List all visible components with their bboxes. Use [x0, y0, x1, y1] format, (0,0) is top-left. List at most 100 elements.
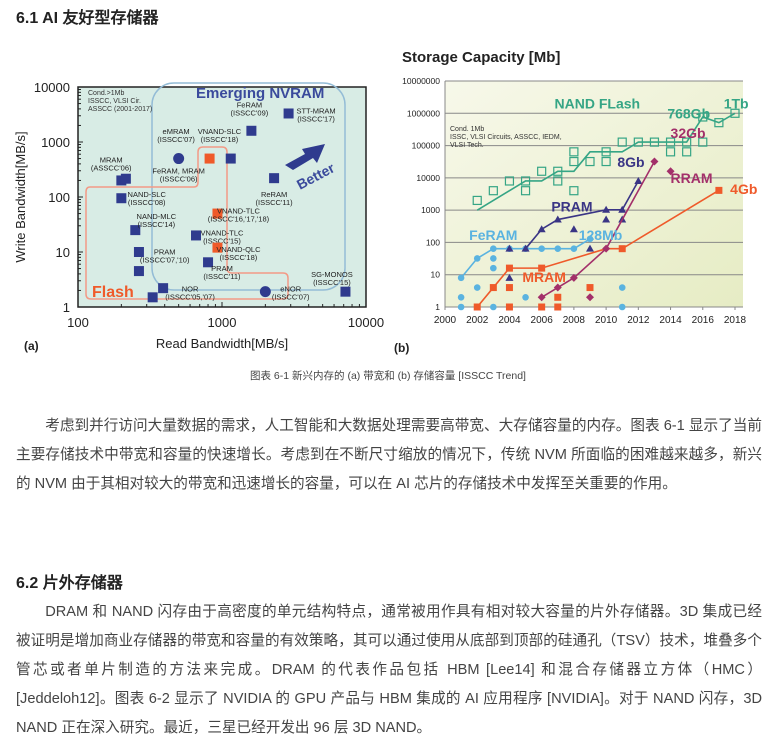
panel-b-label: (b) [394, 341, 409, 355]
data-point [490, 264, 497, 272]
data-point [537, 166, 547, 176]
data-point [204, 153, 215, 164]
data-point [682, 137, 692, 147]
x-tick-label: 2010 [595, 315, 618, 326]
data-point [553, 215, 562, 223]
data-point [650, 157, 659, 166]
x-tick-label: 2008 [563, 315, 586, 326]
data-point [586, 284, 594, 292]
y-tick-label: 100 [426, 237, 440, 247]
figure-caption: 图表 6-1 新兴内存的 (a) 带宽和 (b) 存储容量 [ISSCC Tre… [250, 370, 526, 382]
y-tick-label: 10 [56, 245, 70, 260]
data-point [130, 225, 141, 236]
annotation-label: MRAM [522, 269, 566, 285]
data-point [504, 176, 515, 186]
point-label: eMRAM [163, 127, 190, 136]
data-point [457, 274, 465, 282]
data-point [618, 245, 626, 253]
annotation-label: 8Gb [617, 154, 644, 170]
data-point [618, 205, 627, 213]
point-label: (ISSCC'17) [297, 114, 335, 123]
data-point [586, 244, 594, 252]
chart-b-note: ISSC, VLSI Circuits, ASSCC, IEDM, [450, 134, 562, 141]
point-label: (ASSCC'06) [91, 164, 132, 173]
data-point [283, 108, 294, 119]
data-point [586, 235, 594, 243]
y-axis-title: Write Bandwidth[MB/s] [13, 131, 28, 262]
point-label: (ISSCC'18) [220, 253, 258, 262]
chart-a-note: ASSCC (2001-2017) [88, 106, 152, 113]
annotation-label: 128Mb [579, 227, 623, 243]
point-label: NOR [182, 285, 199, 294]
data-point [553, 166, 563, 176]
data-point [537, 225, 546, 233]
data-point [665, 147, 676, 157]
data-point [554, 245, 562, 252]
x-tick-label: 2004 [498, 315, 521, 326]
data-point [537, 293, 546, 302]
data-point [212, 242, 223, 253]
chart-b-note: Cond. 1Mb [450, 126, 484, 133]
data-point [203, 257, 214, 268]
data-point [553, 176, 563, 186]
point-label: (ISSCC'09) [231, 109, 269, 118]
data-point [488, 186, 498, 196]
x-tick-label: 10000 [348, 315, 384, 330]
point-label: (ISSCC'15) [313, 278, 351, 287]
point-label: SG-MONOS [311, 270, 353, 279]
point-label: (ISSCC'05,'07) [165, 293, 215, 302]
data-point [269, 173, 280, 184]
y-tick-label: 10000 [34, 80, 70, 95]
data-point [601, 156, 611, 167]
better-arrow-icon [285, 144, 325, 170]
y-tick-label: 1000 [421, 205, 440, 215]
y-tick-label: 100000 [412, 141, 441, 151]
annotation-label: 32Gb [671, 125, 706, 141]
data-point [538, 303, 546, 311]
data-point [457, 293, 465, 301]
section-heading-6-1: 6.1 AI 友好型存储器 [16, 10, 159, 27]
x-tick-label: 2006 [531, 315, 554, 326]
point-label: MRAM [100, 156, 123, 165]
data-point [133, 247, 144, 257]
data-point [505, 264, 513, 272]
point-label: PRAM [154, 248, 176, 257]
x-tick-label: 1000 [208, 315, 237, 330]
series-line-nand-flash [476, 112, 736, 211]
data-point [225, 153, 236, 164]
data-point [714, 118, 724, 128]
x-tick-label: 2012 [627, 315, 650, 326]
annotation-label: 768Gb [667, 105, 710, 121]
point-label: VNAND-TLC [201, 228, 245, 237]
point-label: VNAND-TLC [217, 207, 261, 216]
data-point [116, 193, 127, 204]
point-label: (ISSCC'07,'10) [140, 256, 190, 265]
data-point [538, 264, 546, 272]
point-label: FeRAM, MRAM [152, 166, 205, 175]
point-label: NAND-SLC [128, 190, 167, 199]
panel-a-label: (a) [24, 339, 39, 353]
x-tick-label: 100 [67, 315, 89, 330]
data-point [649, 137, 660, 147]
point-label: (ISSCC'14) [137, 220, 175, 229]
paragraph-1: 考虑到并行访问大量数据的需求，人工智能和大数据处理需要高带宽、大存储容量的内存。… [16, 418, 762, 492]
x-tick-label: 2016 [692, 315, 715, 326]
data-point [473, 303, 481, 311]
point-label: FeRAM [237, 101, 262, 110]
annotation-label: PRAM [551, 199, 592, 215]
data-point [505, 284, 513, 292]
data-point [158, 283, 169, 294]
data-point [490, 245, 497, 252]
y-tick-label: 1 [63, 300, 70, 315]
data-point [147, 292, 158, 303]
data-point [698, 137, 708, 147]
data-point [665, 137, 676, 147]
data-point [340, 286, 351, 297]
point-label: (ISSCC'08) [128, 198, 166, 207]
data-point [570, 245, 578, 252]
point-label: NAND-MLC [137, 212, 177, 221]
data-point [191, 230, 202, 241]
data-point [601, 147, 611, 157]
data-point [554, 293, 562, 301]
